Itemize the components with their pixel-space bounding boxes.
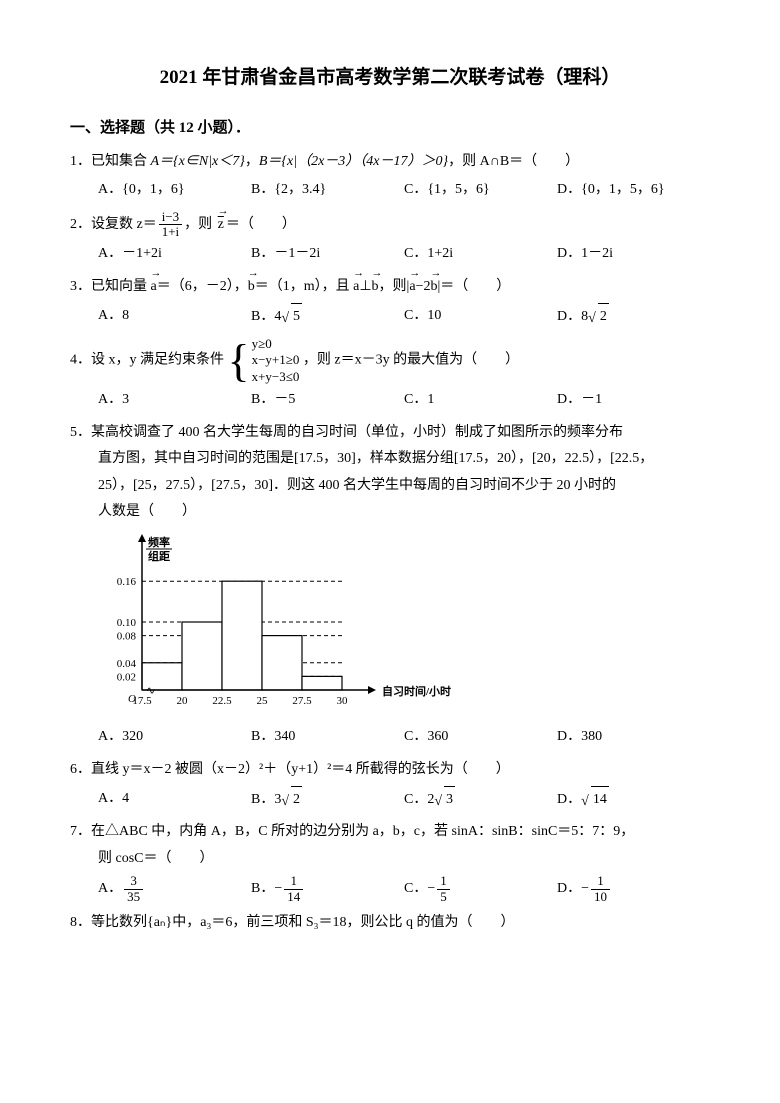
- q2-opt-a: A．－1+2i: [98, 241, 251, 268]
- svg-text:17.5: 17.5: [132, 695, 152, 707]
- svg-text:0.04: 0.04: [117, 658, 137, 670]
- question-6: 6．直线 y＝x－2 被圆（x－2）²＋（y+1）²＝4 所截得的弦长为（ ）: [70, 757, 710, 784]
- q3-perp: ⊥: [359, 279, 371, 294]
- svg-text:0.16: 0.16: [117, 576, 137, 588]
- q5-opt-b: B．340: [251, 724, 404, 751]
- q1-set-a: A＝{x∈N|x＜7}: [151, 154, 245, 169]
- q1-stem-pre: 1．已知集合: [70, 154, 151, 169]
- section-heading: 一、选择题（共 12 小题）．: [70, 114, 710, 143]
- q1-post: ，则 A∩B＝（ ）: [448, 154, 579, 169]
- q2-pre: 2．设复数 z＝: [70, 217, 157, 232]
- q5-opt-d: D．380: [557, 724, 710, 751]
- q3-vec-a2: a: [353, 274, 359, 301]
- histogram-svg: 频率组距0.020.040.080.100.16∿O17.52022.52527…: [98, 532, 458, 712]
- q2-mid: ，则: [184, 217, 216, 232]
- q3-expr: −2: [416, 279, 431, 294]
- q4-pre: 4．设 x，y 满足约束条件: [70, 353, 224, 368]
- question-2: 2．设复数 z＝i−31+i，则 z＝（ ）: [70, 210, 710, 240]
- page-title: 2021 年甘肃省金昌市高考数学第二次联考试卷（理科）: [70, 60, 710, 96]
- question-8: 8．等比数列{aₙ}中，a₃＝6，前三项和 S₃＝18，则公比 q 的值为（ ）: [70, 910, 710, 937]
- q1-opt-d: D．{0，1，5，6}: [557, 177, 710, 204]
- q3-eq2: ＝（1，m），且: [255, 279, 353, 294]
- q7-options: A．335 B．−114 C．−15 D．−110: [70, 874, 710, 904]
- q5-opt-c: C．360: [404, 724, 557, 751]
- svg-text:自习时间/小时: 自习时间/小时: [382, 684, 451, 698]
- q1-mid: ，: [245, 154, 259, 169]
- q4-opt-a: A．3: [98, 387, 251, 414]
- q3-vec-b3: b: [430, 274, 437, 301]
- q7-opt-d: D．−110: [557, 874, 710, 904]
- q5-options: A．320 B．340 C．360 D．380: [70, 724, 710, 751]
- q4-system: { y≥0 x−y+1≥0 x+y−3≤0: [228, 336, 300, 385]
- q3-opt-b: B．4√5: [251, 303, 404, 331]
- svg-text:0.02: 0.02: [117, 671, 136, 683]
- q6-opt-d: D．√14: [557, 786, 710, 814]
- q7-l2: 则 cosC＝（ ）: [70, 846, 710, 873]
- q2-frac-num: i−3: [159, 210, 182, 225]
- svg-text:20: 20: [177, 695, 189, 707]
- q2-opt-d: D．1－2i: [557, 241, 710, 268]
- q6-opt-a: A．4: [98, 786, 251, 814]
- svg-text:22.5: 22.5: [212, 695, 232, 707]
- q1-options: A．{0，1，6} B．{2，3.4} C．{1，5，6} D．{0，1，5，6…: [70, 177, 710, 204]
- q3-opt-c: C．10: [404, 303, 557, 331]
- q4-opt-c: C．1: [404, 387, 557, 414]
- q3-vec-a1: a: [151, 274, 157, 301]
- q3-vec-b1: b: [248, 274, 255, 301]
- q2-fraction: i−31+i: [159, 210, 182, 240]
- q3-eq1: ＝（6，－2），: [157, 279, 248, 294]
- svg-text:27.5: 27.5: [292, 695, 312, 707]
- q5-l2: 直方图，其中自习时间的范围是[17.5，30]，样本数据分组[17.5，20），…: [70, 446, 710, 473]
- q1-opt-c: C．{1，5，6}: [404, 177, 557, 204]
- q5-l1: 5．某高校调查了 400 名大学生每周的自习时间（单位，小时）制成了如图所示的频…: [70, 420, 710, 447]
- q4-opt-b: B．－5: [251, 387, 404, 414]
- q1-set-b: B＝{x|（2x－3）（4x－17）＞0}: [259, 154, 448, 169]
- svg-text:25: 25: [257, 695, 269, 707]
- q2-post: ＝（ ）: [226, 217, 296, 232]
- q5-opt-a: A．320: [98, 724, 251, 751]
- q4-l2: x−y+1≥0: [252, 352, 300, 367]
- q7-l1: 7．在△ABC 中，内角 A，B，C 所对的边分别为 a，b，c，若 sinA：…: [70, 819, 710, 846]
- q7-opt-c: C．−15: [404, 874, 557, 904]
- q1-opt-a: A．{0，1，6}: [98, 177, 251, 204]
- q4-opt-d: D．－1: [557, 387, 710, 414]
- q3-opt-d: D．8√2: [557, 303, 710, 331]
- question-3: 3．已知向量 a＝（6，－2），b＝（1，m），且 a⊥b，则|a−2b|＝（ …: [70, 274, 710, 301]
- q7-opt-a: A．335: [98, 874, 251, 904]
- q4-post: ，则 z＝x－3y 的最大值为（ ）: [303, 353, 519, 368]
- q6-options: A．4 B．3√2 C．2√3 D．√14: [70, 786, 710, 814]
- q5-histogram: 频率组距0.020.040.080.100.16∿O17.52022.52527…: [70, 532, 710, 723]
- q5-l4: 人数是（ ）: [70, 499, 710, 526]
- q4-l1: y≥0: [252, 336, 272, 351]
- q4-options: A．3 B．－5 C．1 D．－1: [70, 387, 710, 414]
- q4-l3: x+y−3≤0: [252, 369, 300, 384]
- q7-opt-b: B．−114: [251, 874, 404, 904]
- q3-post: |＝（ ）: [437, 279, 510, 294]
- question-5: 5．某高校调查了 400 名大学生每周的自习时间（单位，小时）制成了如图所示的频…: [70, 420, 710, 526]
- svg-text:0.10: 0.10: [117, 617, 137, 629]
- q3-vec-a3: a: [409, 274, 415, 301]
- q6-opt-b: B．3√2: [251, 786, 404, 814]
- q6-opt-c: C．2√3: [404, 786, 557, 814]
- brace-icon: {: [228, 338, 250, 384]
- q2-opt-c: C．1+2i: [404, 241, 557, 268]
- q5-l3: 25），[25，27.5），[27.5，30]．则这 400 名大学生中每周的自…: [70, 473, 710, 500]
- svg-text:30: 30: [337, 695, 349, 707]
- question-4: 4．设 x，y 满足约束条件 { y≥0 x−y+1≥0 x+y−3≤0 ，则 …: [70, 336, 710, 385]
- q3-pre: 3．已知向量: [70, 279, 151, 294]
- svg-text:0.08: 0.08: [117, 630, 137, 642]
- q3-mid: ，则|: [379, 279, 410, 294]
- q2-opt-b: B．－1－2i: [251, 241, 404, 268]
- question-1: 1．已知集合 A＝{x∈N|x＜7}，B＝{x|（2x－3）（4x－17）＞0}…: [70, 149, 710, 176]
- q2-zbar: z: [218, 212, 224, 239]
- q2-options: A．－1+2i B．－1－2i C．1+2i D．1－2i: [70, 241, 710, 268]
- svg-text:频率: 频率: [148, 535, 170, 549]
- q3-vec-b2: b: [372, 274, 379, 301]
- question-7: 7．在△ABC 中，内角 A，B，C 所对的边分别为 a，b，c，若 sinA：…: [70, 819, 710, 872]
- q3-opt-a: A．8: [98, 303, 251, 331]
- svg-text:组距: 组距: [148, 549, 170, 563]
- q2-frac-den: 1+i: [159, 225, 182, 239]
- q1-opt-b: B．{2，3.4}: [251, 177, 404, 204]
- q3-options: A．8 B．4√5 C．10 D．8√2: [70, 303, 710, 331]
